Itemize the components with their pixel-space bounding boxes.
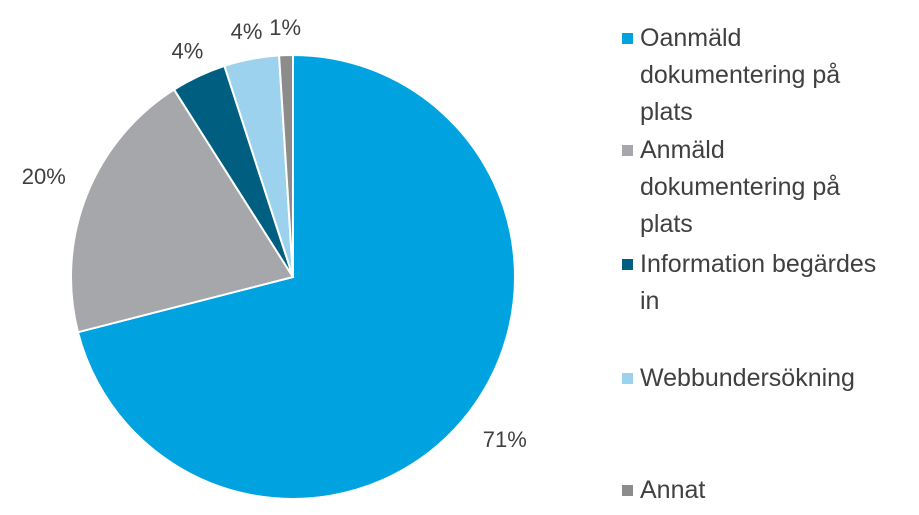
legend-item: Oanmäld dokumentering på plats: [622, 20, 884, 131]
legend-label: Information begärdes in: [640, 250, 877, 315]
legend-label: Oanmäld dokumentering på plats: [640, 24, 841, 126]
pie-slice: [70, 88, 295, 334]
data-label: 1%: [269, 15, 301, 40]
legend-item: Annat: [622, 472, 884, 509]
data-label: 20%: [22, 164, 66, 189]
legend-swatch: [622, 485, 633, 496]
legend-swatch: [622, 145, 633, 156]
legend-swatch: [622, 373, 633, 384]
legend-label: Anmäld dokumentering på plats: [640, 136, 841, 238]
legend-item: Information begärdes in: [622, 246, 884, 320]
data-label: 71%: [483, 427, 527, 452]
legend-item: Webbundersökning: [622, 360, 884, 397]
data-label: 4%: [231, 19, 263, 44]
legend-swatch: [622, 33, 633, 44]
legend-label: Annat: [640, 476, 706, 504]
legend-item: Anmäld dokumentering på plats: [622, 132, 884, 243]
pie-slice: [76, 53, 516, 500]
data-label: 4%: [172, 38, 204, 63]
legend-swatch: [622, 259, 633, 270]
legend-label: Webbundersökning: [640, 364, 855, 392]
pie-slice: [278, 53, 294, 278]
